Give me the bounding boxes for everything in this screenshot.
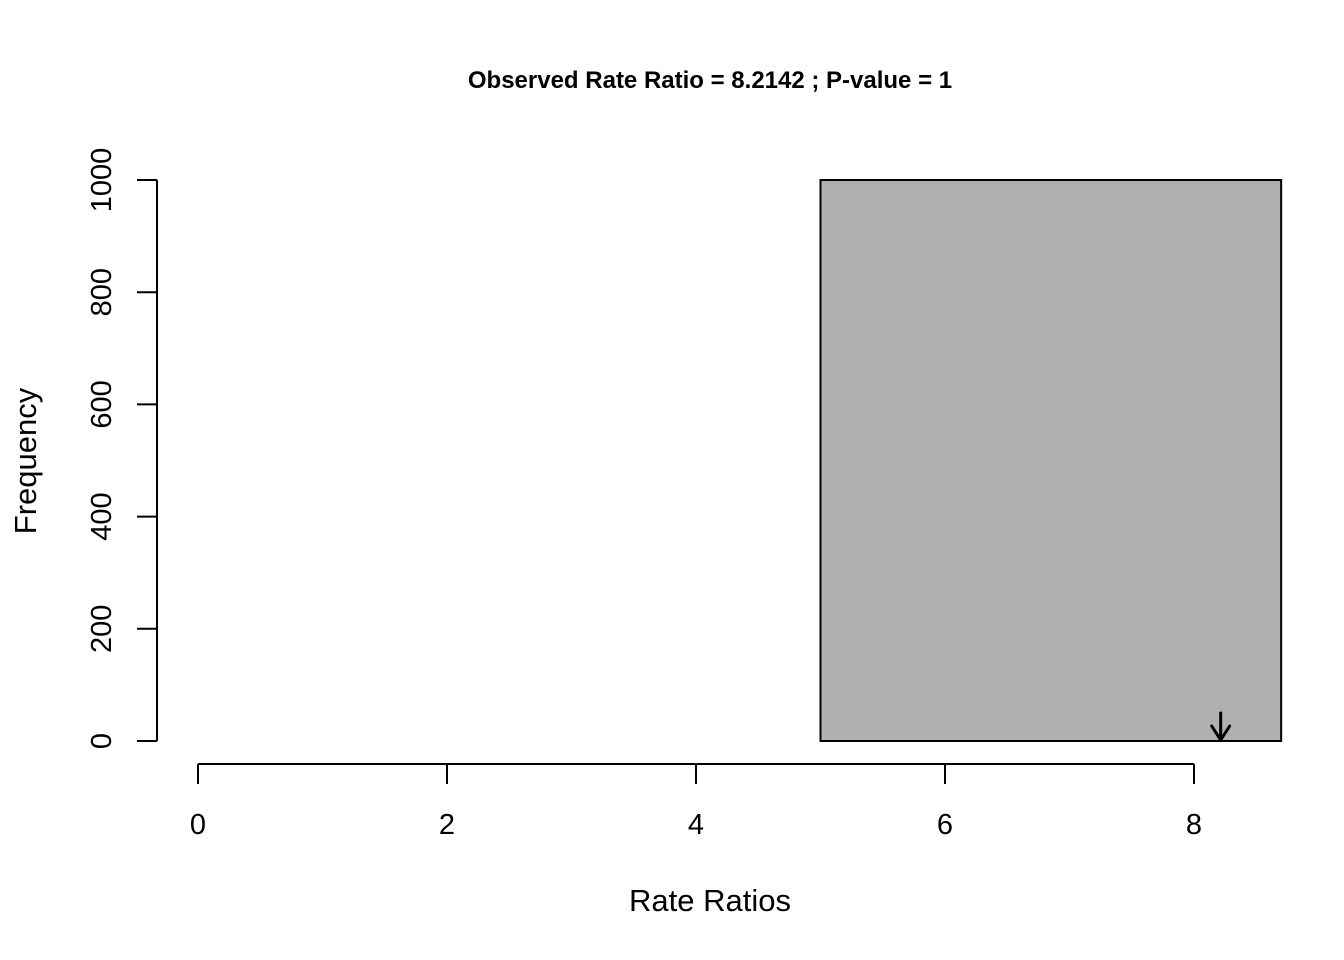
y-tick-label-1000: 1000 <box>86 148 118 213</box>
y-axis-label: Frequency <box>8 387 43 534</box>
x-axis: 0 2 4 6 8 <box>190 763 1202 841</box>
chart-title: Observed Rate Ratio = 8.2142 ; P-value =… <box>468 67 952 94</box>
x-axis-label: Rate Ratios <box>629 883 791 918</box>
x-tick-label-2: 2 <box>439 809 455 841</box>
y-tick-label-800: 800 <box>86 268 118 316</box>
bars-group <box>819 179 1283 742</box>
x-tick-label-0: 0 <box>190 809 206 841</box>
x-tick-label-4: 4 <box>688 809 704 841</box>
x-tick-label-8: 8 <box>1186 809 1202 841</box>
observed-value-arrow <box>1210 711 1232 742</box>
x-tick-label-6: 6 <box>937 809 953 841</box>
histogram-bar-0 <box>819 179 1283 742</box>
y-tick-label-200: 200 <box>86 605 118 653</box>
observed-marker-group <box>1210 711 1232 742</box>
y-tick-label-400: 400 <box>86 492 118 540</box>
y-tick-label-0: 0 <box>86 733 118 749</box>
y-axis: 0 200 400 600 800 1000 <box>86 148 158 749</box>
y-tick-label-600: 600 <box>86 380 118 428</box>
